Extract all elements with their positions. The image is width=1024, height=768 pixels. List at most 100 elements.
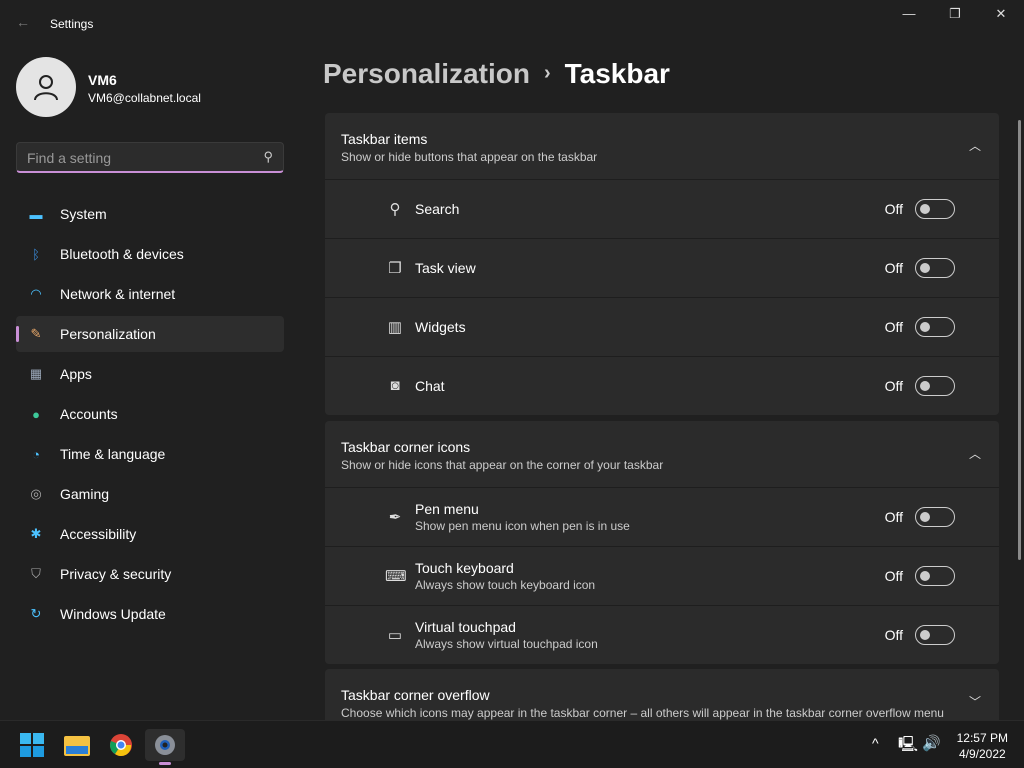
windows-logo-icon [20, 733, 44, 757]
sidebar-item-time-language[interactable]: ◔ Time & language [16, 436, 284, 472]
toggle-switch[interactable] [915, 624, 955, 645]
toggle-state: Off [884, 377, 903, 394]
globe-clock-icon: ◔ [32, 446, 40, 462]
setting-label: Task view [415, 259, 476, 276]
window-title: Settings [50, 17, 94, 31]
bluetooth-icon: ᛒ [32, 246, 40, 262]
search-icon: ⚲ [389, 200, 401, 218]
toggle-state: Off [884, 567, 903, 584]
setting-description: Always show touch keyboard icon [415, 577, 596, 592]
chrome-icon [110, 734, 132, 757]
toggle-state: Off [884, 259, 903, 276]
person-icon [34, 75, 58, 101]
minimize-button[interactable]: — [902, 6, 916, 21]
maximize-button[interactable]: ❐ [949, 6, 961, 21]
person-icon: ● [32, 406, 40, 422]
brush-icon: ✎ [30, 326, 42, 341]
setting-label: Virtual touchpad [415, 618, 516, 635]
toggle-switch[interactable] [915, 257, 955, 278]
pen-icon: ✒ [388, 508, 402, 526]
setting-row: ❐ Task view Off [325, 238, 999, 296]
toggle-switch[interactable] [915, 506, 955, 527]
chevron-up-icon[interactable]: ︿ [968, 139, 981, 153]
chat-icon: ◙ [390, 377, 400, 394]
network-icon[interactable]: 🖳 [898, 736, 919, 753]
avatar[interactable] [16, 57, 76, 117]
sidebar-item-label: Personalization [60, 326, 156, 342]
sidebar-item-system[interactable]: ▬ System [16, 196, 284, 232]
sidebar-item-personalization[interactable]: ✎ Personalization [16, 316, 284, 352]
toggle-switch[interactable] [915, 375, 955, 396]
start-button[interactable] [12, 729, 52, 761]
sidebar-item-network-internet[interactable]: ◠ Network & internet [16, 276, 284, 312]
setting-description: Show pen menu icon when pen is in use [415, 518, 630, 533]
section-header[interactable]: Taskbar corner overflow Choose which icon… [325, 669, 999, 735]
section-taskbar-corner-icons: Taskbar corner icons Show or hide icons t… [325, 421, 999, 664]
section-header[interactable]: Taskbar corner icons Show or hide icons t… [325, 421, 999, 487]
section-header[interactable]: Taskbar items Show or hide buttons that a… [325, 113, 999, 179]
sidebar-item-label: Accounts [60, 406, 118, 422]
setting-row: ⚲ Search Off [325, 179, 999, 237]
sidebar-item-label: Windows Update [60, 606, 166, 622]
setting-label: Pen menu [415, 500, 479, 517]
section-title: Taskbar items [341, 131, 428, 147]
folder-icon [64, 736, 90, 756]
section-description: Show or hide icons that appear on the co… [341, 458, 664, 472]
sidebar-item-gaming[interactable]: ◎ Gaming [16, 476, 284, 512]
sidebar-item-label: Time & language [60, 446, 166, 462]
breadcrumb-parent[interactable]: Personalization [323, 58, 530, 89]
scrollbar[interactable] [1018, 120, 1021, 560]
close-button[interactable]: ✕ [995, 6, 1007, 21]
page-title: Taskbar [564, 58, 670, 89]
toggle-switch[interactable] [915, 198, 955, 219]
sidebar-item-label: Gaming [60, 486, 110, 502]
setting-label: Chat [415, 377, 445, 394]
breadcrumb-separator: › [543, 62, 551, 84]
sidebar-item-windows-update[interactable]: ↻ Windows Update [16, 596, 284, 632]
settings-taskbar-button[interactable] [145, 729, 185, 765]
search-placeholder: Find a setting [27, 150, 112, 166]
sidebar-item-apps[interactable]: ▦ Apps [16, 356, 284, 392]
sidebar-item-label: Privacy & security [60, 566, 172, 582]
section-description: Choose which icons may appear in the tas… [341, 706, 944, 720]
sidebar-item-accessibility[interactable]: ✱ Accessibility [16, 516, 284, 552]
monitor-icon: ▬ [29, 206, 43, 222]
sidebar-item-accounts[interactable]: ● Accounts [16, 396, 284, 432]
chevron-down-icon[interactable]: ﹀ [968, 695, 981, 709]
search-icon: ⚲ [263, 149, 273, 164]
sidebar-item-label: System [60, 206, 107, 222]
back-button[interactable]: ← [16, 14, 30, 30]
chrome-button[interactable] [101, 729, 141, 761]
toggle-state: Off [884, 200, 903, 217]
sidebar-item-label: Bluetooth & devices [60, 246, 184, 262]
sidebar-item-label: Apps [60, 366, 92, 382]
setting-description: Always show virtual touchpad icon [415, 636, 598, 651]
chevron-up-icon[interactable]: ^ [872, 735, 879, 751]
time: 12:57 PM [956, 731, 1008, 745]
sidebar-item-privacy-security[interactable]: ⛉ Privacy & security [16, 556, 284, 592]
setting-label: Search [415, 200, 460, 217]
toggle-switch[interactable] [915, 316, 955, 337]
setting-row: ⌨ Touch keyboard Always show touch keyboa… [325, 546, 999, 604]
file-explorer-button[interactable] [57, 729, 97, 761]
toggle-state: Off [884, 626, 903, 643]
clock[interactable]: 12:57 PM 4/9/2022 [957, 730, 1008, 762]
toggle-switch[interactable] [915, 565, 955, 586]
toggle-state: Off [884, 508, 903, 525]
sidebar-item-bluetooth-devices[interactable]: ᛒ Bluetooth & devices [16, 236, 284, 272]
apps-icon: ▦ [29, 366, 43, 381]
setting-row: ✒ Pen menu Show pen menu icon when pen is… [325, 487, 999, 545]
setting-row: ▥ Widgets Off [325, 297, 999, 355]
keyboard-icon: ⌨ [385, 567, 407, 585]
volume-icon[interactable]: 🔊 [922, 735, 941, 752]
setting-row: ◙ Chat Off [325, 356, 999, 414]
section-description: Show or hide buttons that appear on the … [341, 150, 598, 164]
chevron-up-icon[interactable]: ︿ [968, 447, 981, 461]
section-taskbar-items: Taskbar items Show or hide buttons that a… [325, 113, 999, 415]
section-title: Taskbar corner icons [341, 439, 471, 455]
sidebar-item-label: Network & internet [60, 286, 176, 302]
section-title: Taskbar corner overflow [341, 687, 490, 703]
user-name: VM6 [88, 72, 117, 88]
search-input[interactable]: Find a setting ⚲ [16, 142, 284, 173]
setting-label: Widgets [415, 318, 466, 335]
